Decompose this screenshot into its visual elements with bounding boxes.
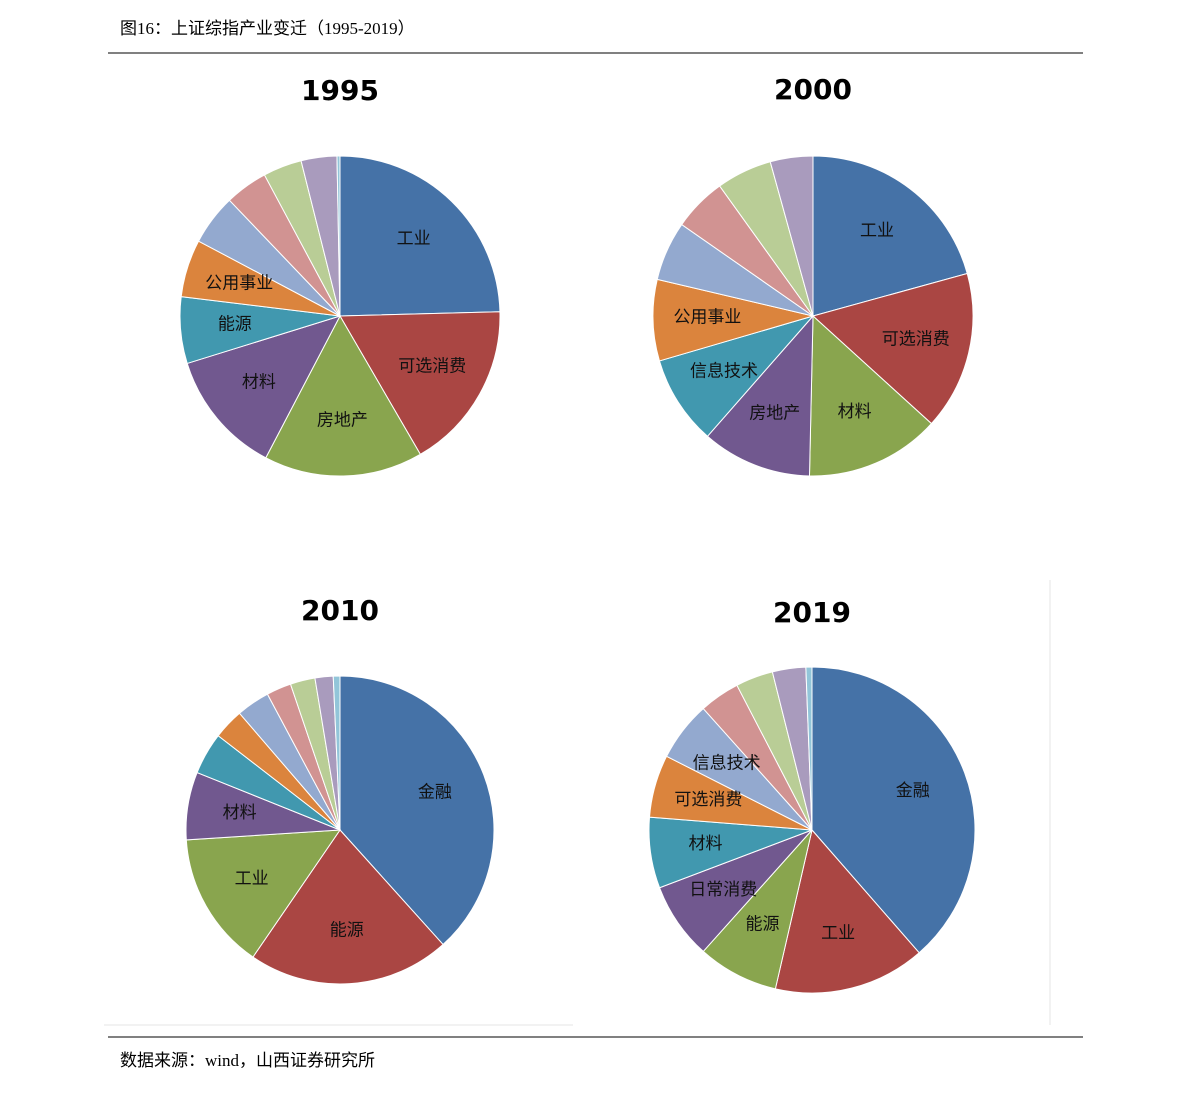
chart-title: 1995 <box>301 74 379 107</box>
pie-slice <box>185 829 341 958</box>
slice-label: 可选消费 <box>882 329 950 348</box>
slice-label: 金融 <box>418 782 452 801</box>
pie-slice <box>811 272 974 425</box>
slice-label: 房地产 <box>749 403 800 422</box>
pie-slice <box>706 314 814 477</box>
pie-slice <box>339 155 501 317</box>
pie-slice <box>332 675 341 831</box>
slice-label: 日常消费 <box>689 880 757 899</box>
slice-label: 能源 <box>745 914 779 933</box>
slice-label: 材料 <box>838 402 872 421</box>
pie-slice <box>336 155 341 317</box>
slice-label: 工业 <box>860 221 894 240</box>
slice-label: 公用事业 <box>205 273 273 292</box>
pie-slice <box>805 666 813 831</box>
pie-slice <box>186 315 342 459</box>
slice-label: 房地产 <box>317 410 368 429</box>
pie-slice <box>769 155 814 317</box>
slice-label: 可选消费 <box>398 356 466 375</box>
pie-slice <box>658 315 815 437</box>
slice-label: 能源 <box>330 920 364 939</box>
slice-label: 信息技术 <box>693 753 761 772</box>
slice-label: 材料 <box>223 803 257 822</box>
slice-label: 工业 <box>235 869 269 888</box>
slice-label: 公用事业 <box>673 308 741 327</box>
slice-label: 材料 <box>688 834 722 853</box>
pie-slice <box>339 311 501 456</box>
pie-slice <box>811 666 976 954</box>
slice-label: 可选消费 <box>674 790 742 809</box>
slice-label: 工业 <box>821 923 855 942</box>
pie-slice <box>774 828 920 994</box>
chart-title: 2019 <box>773 596 851 629</box>
figure-title: 图16：上证综指产业变迁（1995-2019） <box>120 19 415 38</box>
pie-slice <box>812 155 968 317</box>
slice-label: 材料 <box>242 373 276 392</box>
pie-slice <box>808 314 933 477</box>
slice-label: 信息技术 <box>690 362 758 381</box>
chart-title: 2010 <box>301 594 379 627</box>
pie-slice <box>339 675 495 946</box>
slice-label: 能源 <box>218 314 252 333</box>
slice-label: 工业 <box>397 229 431 248</box>
source-note: 数据来源：wind，山西证券研究所 <box>120 1051 375 1070</box>
slice-label: 金融 <box>896 781 930 800</box>
pie-slice <box>265 314 422 477</box>
pie-slice <box>252 829 444 985</box>
chart-title: 2000 <box>774 73 852 106</box>
